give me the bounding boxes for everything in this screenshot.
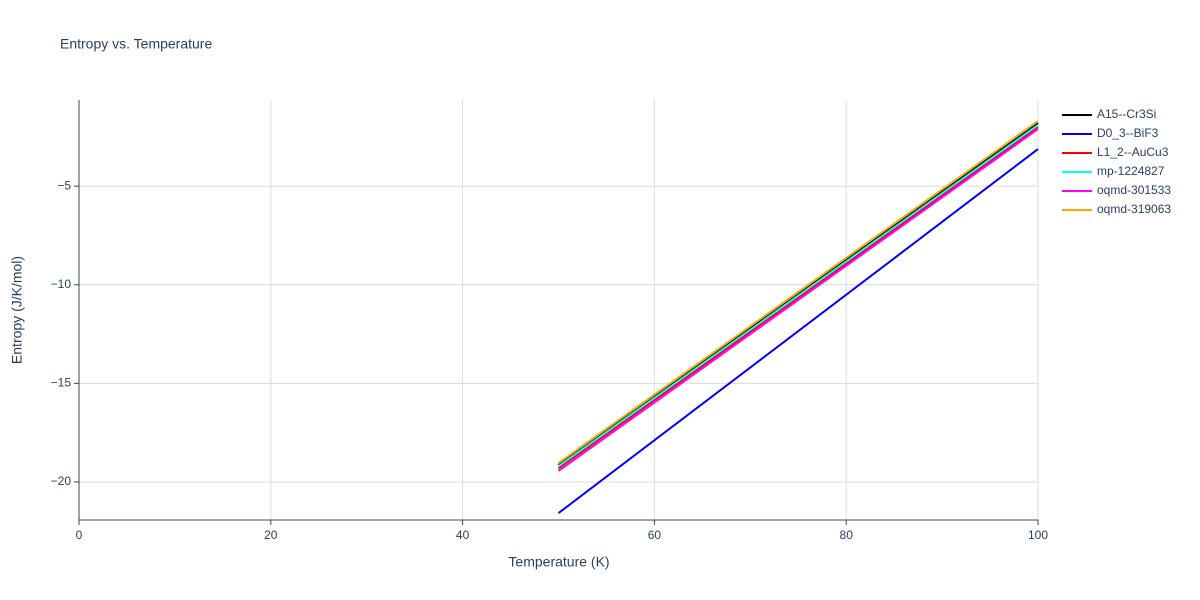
- x-tick-label: 100: [1028, 528, 1048, 542]
- legend-label: L1_2--AuCu3: [1097, 145, 1169, 159]
- series-line: [557, 122, 1039, 466]
- legend-label: A15--Cr3Si: [1097, 107, 1156, 121]
- legend-label: mp-1224827: [1097, 164, 1165, 178]
- x-tick-label: 80: [840, 528, 854, 542]
- series-line: [557, 128, 1039, 472]
- x-tick-label: 20: [264, 528, 278, 542]
- y-axis-label: Entropy (J/K/mol): [9, 256, 25, 364]
- series-line: [557, 120, 1039, 464]
- x-axis-label: Temperature (K): [508, 554, 609, 570]
- y-tick-label: −15: [51, 376, 72, 390]
- series-line: [557, 124, 1039, 467]
- y-tick-label: −20: [51, 474, 72, 488]
- x-tick-label: 0: [76, 528, 83, 542]
- legend-label: D0_3--BiF3: [1097, 126, 1159, 140]
- x-tick-label: 40: [456, 528, 470, 542]
- series-line: [557, 126, 1039, 470]
- chart-title: Entropy vs. Temperature: [60, 36, 212, 52]
- legend-label: oqmd-319063: [1097, 202, 1171, 216]
- y-tick-label: −5: [57, 178, 71, 192]
- x-tick-label: 60: [648, 528, 662, 542]
- grid: [79, 100, 1039, 520]
- y-tick-label: −10: [51, 277, 72, 291]
- series-line: [557, 148, 1039, 514]
- legend-label: oqmd-301533: [1097, 183, 1171, 197]
